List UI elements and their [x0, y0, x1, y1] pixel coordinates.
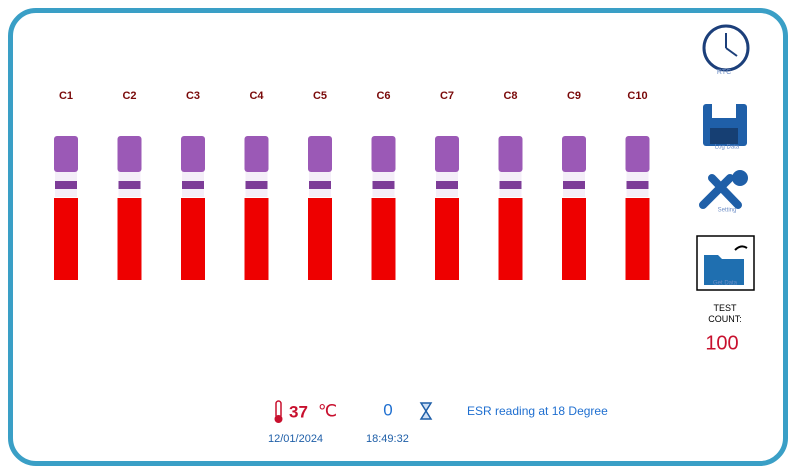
status-message: ESR reading at 18 Degree — [467, 404, 608, 418]
channel-label: C7 — [440, 90, 454, 102]
tube-label — [55, 181, 77, 189]
tube-cap — [308, 136, 332, 172]
channel-label: C1 — [59, 90, 73, 102]
tube-blood — [118, 198, 142, 280]
temperature-unit: ℃ — [318, 401, 337, 420]
channel-label: C9 — [567, 90, 581, 102]
tube-blood — [181, 198, 205, 280]
channel-label: C6 — [376, 90, 390, 102]
channel-label: C2 — [122, 90, 136, 102]
tube-label — [436, 181, 458, 189]
get-data-label: Get Data — [713, 281, 738, 287]
channel-label: C4 — [249, 90, 264, 102]
tube-label — [500, 181, 522, 189]
tube-blood — [499, 198, 523, 280]
temperature: 37 — [289, 402, 308, 421]
tube-cap — [54, 136, 78, 172]
tube-label — [119, 181, 141, 189]
tube-cap — [245, 136, 269, 172]
tube-cap — [181, 136, 205, 172]
tube-cap — [435, 136, 459, 172]
tube-blood — [308, 198, 332, 280]
tube-blood — [626, 198, 650, 280]
setting-label: Setting — [718, 208, 737, 214]
tube-cap — [118, 136, 142, 172]
tube-blood — [54, 198, 78, 280]
test-count-label-box: TEST COUNT: — [700, 303, 750, 333]
tube-cap — [372, 136, 396, 172]
log-data-button[interactable]: Log Data — [703, 104, 747, 151]
tube-label — [246, 181, 268, 189]
tube-label — [182, 181, 204, 189]
tube-blood — [562, 198, 586, 280]
tube-cap — [562, 136, 586, 172]
get-data-button[interactable]: Get Data — [697, 236, 754, 290]
tube-blood — [372, 198, 396, 280]
tube-cap — [626, 136, 650, 172]
log-data-label: Log Data — [715, 145, 740, 151]
rtc-button[interactable]: RTC — [704, 26, 748, 76]
time: 18:49:32 — [366, 433, 409, 445]
hourglass-icon — [421, 403, 431, 419]
tube-label — [309, 181, 331, 189]
page: RTC Log Data Setting Get Data TEST COUNT… — [0, 0, 792, 469]
channel-label: C3 — [186, 90, 200, 102]
setting-button[interactable]: Setting — [703, 170, 748, 214]
tube-label — [373, 181, 395, 189]
channel-label: C10 — [627, 90, 647, 102]
thermometer-bulb — [275, 415, 283, 423]
tube-label — [627, 181, 649, 189]
screen: RTC Log Data Setting Get Data TEST COUNT… — [0, 0, 792, 469]
channel-label: C5 — [313, 90, 327, 102]
date: 12/01/2024 — [268, 433, 323, 445]
tube-label — [563, 181, 585, 189]
counter: 0 — [383, 400, 392, 419]
tube-cap — [499, 136, 523, 172]
tube-blood — [435, 198, 459, 280]
tube-blood — [245, 198, 269, 280]
channel-label: C8 — [503, 90, 517, 102]
test-count-label: TEST COUNT: — [700, 303, 750, 325]
rtc-label: RTC — [717, 69, 731, 76]
test-count: 100 — [705, 332, 738, 354]
